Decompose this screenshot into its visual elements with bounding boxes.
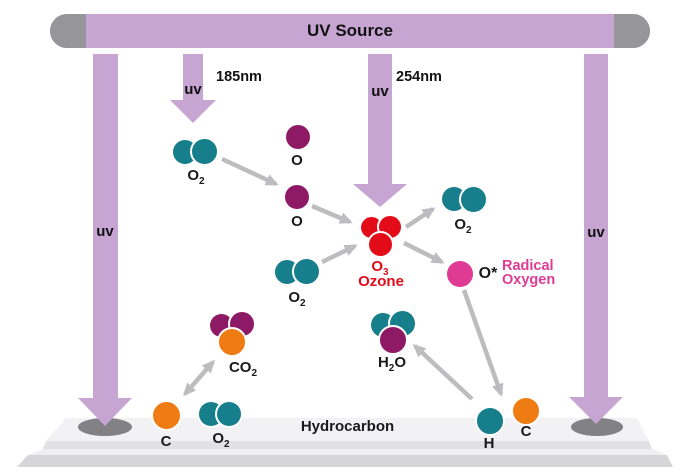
label-sub: 3: [383, 267, 389, 278]
c-right-atom: [511, 396, 541, 426]
uv-beam-185-shaft: [183, 54, 203, 101]
uv-beam-254-label: uv: [371, 83, 389, 100]
o2-topleft-label: O2: [168, 168, 224, 188]
uv-beam-left-shaft: [93, 54, 118, 399]
label-sub: 2: [199, 176, 205, 187]
uv-source-title: UV Source: [307, 21, 393, 40]
o2-bottom-atom-2: [215, 400, 243, 428]
co2-atom-3: [217, 327, 247, 357]
hydrocarbon-label: Hydrocarbon: [300, 418, 395, 435]
table-front-edge: [17, 455, 673, 467]
o2-topleft-atom-2: [190, 137, 219, 166]
label-sub: 2: [224, 439, 230, 450]
h2o-label: H2O: [359, 355, 425, 375]
uv-source-lamp: [50, 14, 650, 48]
label-base: CO: [228, 359, 252, 376]
label-base: O: [371, 258, 384, 275]
label-base: O: [212, 430, 225, 447]
c-left-atom: [151, 400, 182, 431]
table-top-surface: [28, 449, 667, 455]
uv-beam-right-arrowhead-icon: [569, 397, 623, 424]
o2-right-atom-2: [459, 185, 488, 214]
o2-right-label: O2: [435, 217, 491, 237]
label-sub: 2: [466, 225, 472, 236]
label-sub: 2: [300, 298, 306, 309]
radical-oxygen-atom: [447, 261, 473, 287]
c-right-label: C: [520, 423, 532, 440]
radical-oxygen-caption: Radical Oxygen: [502, 258, 566, 288]
label-base: O: [187, 167, 200, 184]
h-label: H: [483, 435, 495, 452]
label-base: H: [377, 354, 389, 371]
label-post: O: [394, 354, 407, 371]
uv-beam-left-arrowhead-icon: [78, 398, 132, 426]
o-lower-atom: [285, 185, 309, 209]
lamp-cap-left: [50, 14, 86, 48]
uv-beam-185-arrowhead-icon: [170, 100, 216, 123]
h2o-atom-3: [378, 325, 408, 355]
o-upper-label: O: [291, 152, 303, 169]
arrow-c-co2-double: [183, 359, 215, 397]
o2-bottom-label: O2: [193, 431, 249, 451]
arrow-o2-to-o: [221, 156, 279, 187]
radical-caption-line2: Oxygen: [502, 271, 556, 288]
co2-label: CO2: [215, 360, 271, 380]
label-base: O: [288, 289, 301, 306]
uv-beam-right-shaft: [584, 54, 608, 398]
label-sub: 2: [388, 363, 395, 374]
c-left-label: C: [160, 433, 172, 450]
arrow-o-to-ozone: [311, 203, 353, 225]
ozone-name-label: Ozone: [358, 273, 404, 290]
label-base: O: [454, 216, 467, 233]
o2-midleft-atom-2: [292, 257, 321, 286]
o-upper-atom: [286, 125, 310, 149]
arrow-radical-to-surface: [461, 289, 504, 397]
uv-beam-254-arrowhead-icon: [353, 184, 407, 207]
arrow-o2mid-to-ozone: [321, 243, 358, 265]
arrow-ozone-to-o2: [404, 207, 436, 229]
o-lower-label: O: [291, 213, 303, 230]
o2-midleft-label: O2: [269, 290, 325, 310]
uv-beam-185-label: uv: [184, 81, 202, 98]
wavelength-185nm: 185nm: [216, 69, 262, 85]
uv-beam-254-shaft: [368, 54, 392, 185]
uv-beam-right-label: uv: [587, 224, 605, 241]
label-sub: 2: [251, 368, 258, 379]
arrow-ozone-to-radical: [402, 240, 445, 265]
radical-caption-line1: Radical: [502, 258, 554, 274]
ozone-atom-3: [367, 231, 394, 258]
wafer-front-edge: [43, 441, 652, 449]
wavelength-254nm: 254nm: [396, 69, 442, 85]
radical-oxygen-symbol: O*: [478, 265, 498, 282]
arrow-h-to-h2o: [412, 343, 474, 401]
uv-beam-left-label: uv: [96, 223, 114, 240]
ozone-formula-label: O3: [352, 259, 408, 279]
lamp-cap-right: [614, 14, 650, 48]
h-atom: [475, 406, 505, 436]
